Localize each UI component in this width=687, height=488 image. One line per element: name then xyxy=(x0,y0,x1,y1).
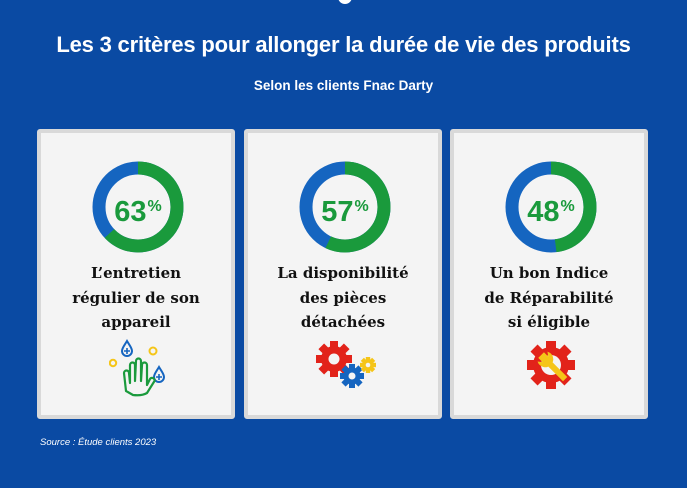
criterion-label: La disponibilité des pièces détachées xyxy=(277,264,409,331)
hand-washing-icon xyxy=(109,339,166,397)
page-subtitle: Selon les clients Fnac Darty xyxy=(253,78,434,93)
percentage-donut xyxy=(299,161,391,253)
repair-gear-wrench-icon xyxy=(527,341,575,389)
donut-green-arc xyxy=(92,161,184,253)
criterion-label: Un bon Indice de Réparabilité si éligibl… xyxy=(484,264,614,331)
criterion-label: L’entretien régulier de son appareil xyxy=(72,264,200,331)
source-note: Source : Étude clients 2023 xyxy=(40,437,157,448)
top-logo-fragment xyxy=(338,0,352,4)
percentage-value: 63% xyxy=(114,196,162,228)
donut-green-arc xyxy=(299,161,391,253)
percentage-donut xyxy=(505,161,597,253)
page-title: Les 3 critères pour allonger la durée de… xyxy=(56,32,631,57)
percentage-value: 48% xyxy=(527,196,575,228)
donut-green-arc xyxy=(505,161,597,253)
gears-icon xyxy=(316,341,376,388)
percentage-donut xyxy=(92,161,184,253)
stat-card-spare-parts: 57% La disponibilité des pièces détachée… xyxy=(244,129,442,419)
percentage-value: 57% xyxy=(321,196,369,228)
stat-card-maintenance: 63% L’entretien régulier de son appareil xyxy=(37,129,235,419)
stat-card-repairability: 48% Un bon Indice de Réparabilité si éli… xyxy=(450,129,648,419)
